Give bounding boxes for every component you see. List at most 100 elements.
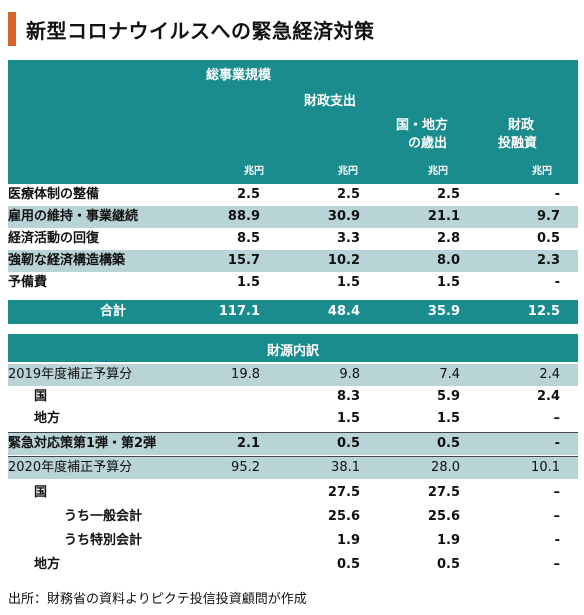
table-row: 雇用の維持・事業継続 88.9 30.9 21.1 9.7: [8, 206, 578, 228]
row-value-loan: 0.5: [536, 231, 560, 246]
table-row: 強靭な経済構造構築 15.7 10.2 8.0 2.3: [8, 250, 578, 272]
source-note: 出所：財務省の資料よりピクテ投信投資顧問が作成: [8, 592, 307, 607]
page-title: 新型コロナウイルスへの緊急経済対策: [26, 18, 375, 43]
table-row: 国 27.5 27.5 –: [8, 482, 578, 504]
row-value-local: 1.5: [436, 275, 460, 290]
table-row: 2019年度補正予算分 19.8 9.8 7.4 2.4: [8, 364, 578, 386]
funding-header: 財源内訳: [8, 334, 578, 362]
row-value-total-scale: [208, 482, 260, 504]
row-value-total-scale: 15.7: [227, 253, 260, 268]
table-row: 地方 0.5 0.5 –: [8, 554, 578, 576]
row-value-fiscal: 30.9: [327, 209, 360, 224]
row-value-total-scale: 88.9: [227, 209, 260, 224]
row-value-local: 2.8: [436, 231, 460, 246]
row-value-fiscal: 0.5: [336, 436, 360, 451]
row-value-loan: –: [553, 411, 561, 426]
row-value-fiscal: 1.9: [336, 533, 360, 548]
row-value-fiscal: 8.3: [336, 389, 360, 404]
row-label: 雇用の維持・事業継続: [8, 209, 139, 224]
row-label: 経済活動の回復: [8, 231, 100, 246]
total-v2: 48.4: [327, 304, 360, 319]
row-value-local: 25.6: [427, 509, 460, 524]
table-row: 医療体制の整備 2.5 2.5 2.5 -: [8, 184, 578, 206]
row-value-total-scale: [208, 386, 260, 408]
row-label: 強靭な経済構造構築: [8, 253, 126, 268]
row-value-fiscal: 1.5: [336, 411, 360, 426]
row-label: 医療体制の整備: [8, 187, 100, 202]
row-value-loan: –: [553, 509, 561, 524]
header-total-scale: 総事業規模: [206, 68, 272, 83]
row-value-loan: 2.4: [539, 367, 560, 382]
row-value-fiscal: 1.5: [336, 275, 360, 290]
total-v3: 35.9: [427, 304, 460, 319]
row-label: 国: [34, 389, 48, 404]
row-value-local: 2.5: [436, 187, 460, 202]
table-row: 予備費 1.5 1.5 1.5 -: [8, 272, 578, 294]
row-value-fiscal: 25.6: [327, 509, 360, 524]
table-row: 2020年度補正予算分 95.2 38.1 28.0 10.1: [8, 456, 578, 479]
unit-col4: 兆円: [532, 166, 552, 177]
row-value-fiscal: 38.1: [331, 460, 360, 475]
row-value-total-scale: 19.8: [231, 367, 260, 382]
table-header: 総事業規模 財政支出 国・地方 の歳出 財政 投融資 兆円 兆円 兆円 兆円: [8, 60, 578, 184]
row-value-local: 7.4: [439, 367, 460, 382]
table-row: 緊急対応策第1弾・第2弾 2.1 0.5 0.5 -: [8, 432, 578, 455]
row-value-local: 28.0: [431, 460, 460, 475]
table-row: うち特別会計 1.9 1.9 -: [8, 530, 578, 552]
row-value-total-scale: [208, 554, 260, 576]
row-value-total-scale: [208, 408, 260, 430]
row-value-total-scale: [208, 530, 260, 552]
row-value-local: 8.0: [436, 253, 460, 268]
row-value-loan: -: [554, 436, 560, 451]
header-fiscal: 財政支出: [304, 94, 357, 109]
row-value-loan: -: [554, 533, 560, 548]
header-local-2: の歳出: [408, 136, 448, 151]
table-row: 国 8.3 5.9 2.4: [8, 386, 578, 408]
row-label: 地方: [34, 557, 61, 572]
row-value-local: 21.1: [427, 209, 460, 224]
row-value-fiscal: 3.3: [336, 231, 360, 246]
row-value-loan: -: [554, 275, 560, 290]
row-label: 予備費: [8, 275, 48, 290]
unit-col3: 兆円: [428, 166, 448, 177]
row-label: 2020年度補正予算分: [8, 460, 133, 475]
row-value-total-scale: [208, 506, 260, 528]
row-value-local: 5.9: [436, 389, 460, 404]
table-row: 地方 1.5 1.5 –: [8, 408, 578, 430]
row-label: 2019年度補正予算分: [8, 367, 133, 382]
row-value-fiscal: 10.2: [327, 253, 360, 268]
total-v1: 117.1: [218, 304, 260, 319]
row-value-loan: –: [553, 557, 561, 572]
unit-col1: 兆円: [244, 166, 264, 177]
table-row: 経済活動の回復 8.5 3.3 2.8 0.5: [8, 228, 578, 250]
row-value-total-scale: 1.5: [236, 275, 260, 290]
row-value-loan: 10.1: [531, 460, 560, 475]
total-v4: 12.5: [527, 304, 560, 319]
row-label: うち一般会計: [64, 509, 143, 524]
row-value-loan: 9.7: [536, 209, 560, 224]
row-value-total-scale: 95.2: [231, 460, 260, 475]
title-accent-bar: [8, 12, 16, 46]
row-value-loan: 2.3: [536, 253, 560, 268]
total-row: 合計 117.1 48.4 35.9 12.5: [8, 300, 578, 324]
funding-header-label: 財源内訳: [266, 344, 319, 359]
row-value-loan: 2.4: [536, 389, 560, 404]
row-label: 国: [34, 485, 48, 500]
row-value-fiscal: 9.8: [339, 367, 360, 382]
row-label: 緊急対応策第1弾・第2弾: [8, 436, 157, 451]
row-value-total-scale: 2.5: [236, 187, 260, 202]
row-value-local: 0.5: [436, 436, 460, 451]
total-label: 合計: [99, 304, 126, 319]
row-value-total-scale: 2.1: [236, 436, 260, 451]
row-value-local: 1.9: [436, 533, 460, 548]
row-label: 地方: [34, 411, 61, 426]
row-value-local: 27.5: [427, 485, 460, 500]
table-row: うち一般会計 25.6 25.6 –: [8, 506, 578, 528]
row-value-local: 1.5: [436, 411, 460, 426]
row-value-loan: -: [554, 187, 560, 202]
row-value-fiscal: 2.5: [336, 187, 360, 202]
header-loan-2: 投融資: [498, 136, 538, 151]
row-value-fiscal: 0.5: [336, 557, 360, 572]
row-value-loan: –: [553, 485, 561, 500]
title-area: 新型コロナウイルスへの緊急経済対策: [8, 12, 375, 46]
